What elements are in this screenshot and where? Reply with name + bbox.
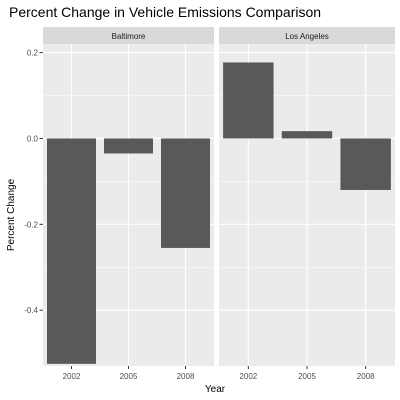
x-tick-label: 2008 (177, 372, 195, 381)
chart-title: Percent Change in Vehicle Emissions Comp… (9, 4, 321, 20)
x-tick-label: 2002 (63, 372, 81, 381)
y-axis-title: Percent Change (6, 178, 17, 251)
bar (104, 138, 153, 153)
bar (161, 138, 210, 247)
bar (223, 62, 273, 138)
facet-strip-label: Los Angeles (285, 32, 329, 41)
facet-panel: Los Angeles 2002 2005 2008 (219, 27, 395, 381)
y-tick-label: -0.2 (24, 220, 38, 229)
bar (282, 131, 332, 138)
x-tick-label: 2002 (239, 372, 257, 381)
x-tick-label: 2008 (357, 372, 375, 381)
facet-panels: Baltimore 2002 2005 2008 Los Angeles 2002 2005… (43, 27, 395, 381)
x-tick-label: 2005 (298, 372, 316, 381)
bar (340, 138, 390, 190)
x-axis-title: Year (205, 384, 226, 395)
y-axis-ticks: 0.2 0.0 -0.2 -0.4 (24, 49, 43, 316)
y-tick-label: 0.0 (27, 134, 39, 143)
bar (47, 138, 96, 363)
y-tick-label: -0.4 (24, 306, 38, 315)
facet-strip-label: Baltimore (112, 32, 146, 41)
x-tick-label: 2005 (120, 372, 138, 381)
facet-panel: Baltimore 2002 2005 2008 (43, 27, 214, 381)
y-tick-label: 0.2 (27, 49, 39, 58)
